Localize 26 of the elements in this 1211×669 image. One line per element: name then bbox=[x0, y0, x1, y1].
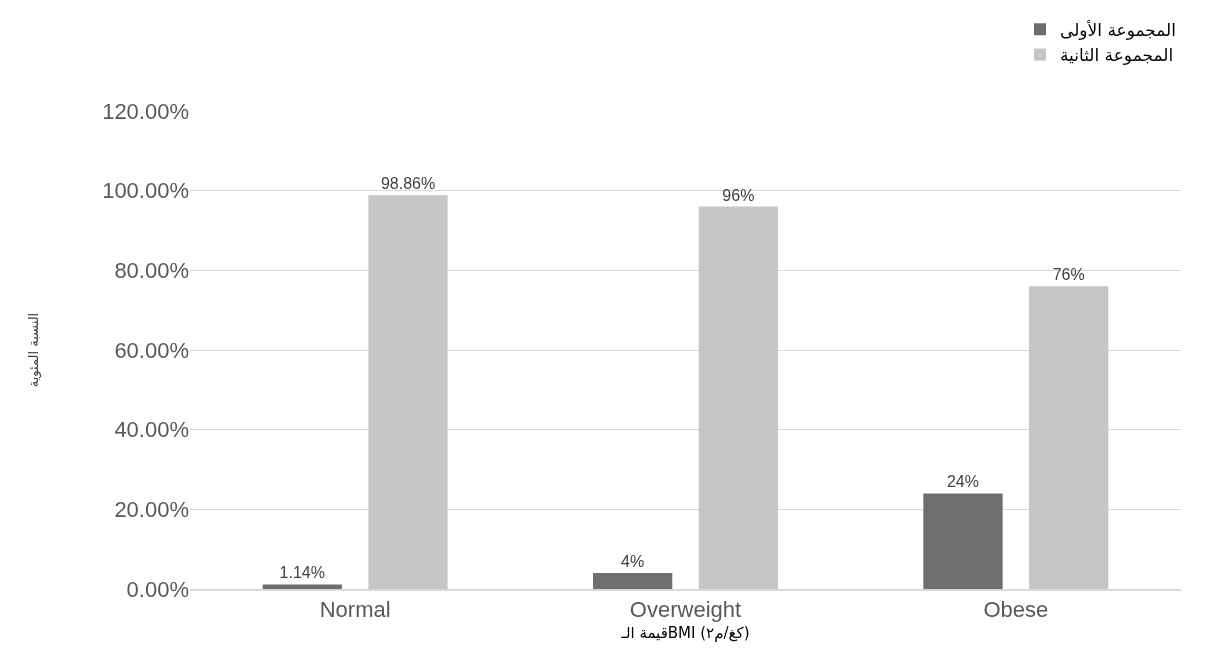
x-axis-title: قيمة الـBMI (كغ/م٢) bbox=[620, 623, 750, 642]
y-tick-label: 40.00% bbox=[114, 417, 189, 443]
data-label: 76% bbox=[1052, 266, 1085, 284]
y-tick-label: 120.00% bbox=[102, 98, 189, 124]
bar bbox=[923, 493, 1003, 589]
bar bbox=[262, 584, 342, 589]
data-label: 4% bbox=[621, 553, 645, 571]
y-tick-label: 0.00% bbox=[126, 576, 189, 602]
legend-label: المجموعة الأولى bbox=[1060, 19, 1176, 40]
y-tick-label: 100.00% bbox=[102, 178, 189, 204]
data-label: 98.86% bbox=[380, 175, 436, 193]
legend-label: المجموعة الثانية bbox=[1060, 45, 1174, 66]
x-tick-label: Obese bbox=[983, 597, 1049, 623]
data-label: 24% bbox=[946, 473, 979, 491]
y-axis-title: النسبة المئوية bbox=[26, 312, 43, 388]
bar bbox=[368, 195, 448, 589]
data-label: 1.14% bbox=[279, 564, 325, 582]
x-tick-label: Normal bbox=[319, 597, 391, 623]
y-tick-label: 60.00% bbox=[114, 337, 189, 363]
data-label: 96% bbox=[722, 186, 755, 204]
bar bbox=[593, 573, 673, 589]
x-tick-label: Overweight bbox=[629, 597, 742, 623]
y-tick-label: 80.00% bbox=[114, 258, 189, 284]
y-tick-label: 20.00% bbox=[114, 497, 189, 523]
bar bbox=[1029, 286, 1109, 589]
bar bbox=[698, 206, 778, 589]
